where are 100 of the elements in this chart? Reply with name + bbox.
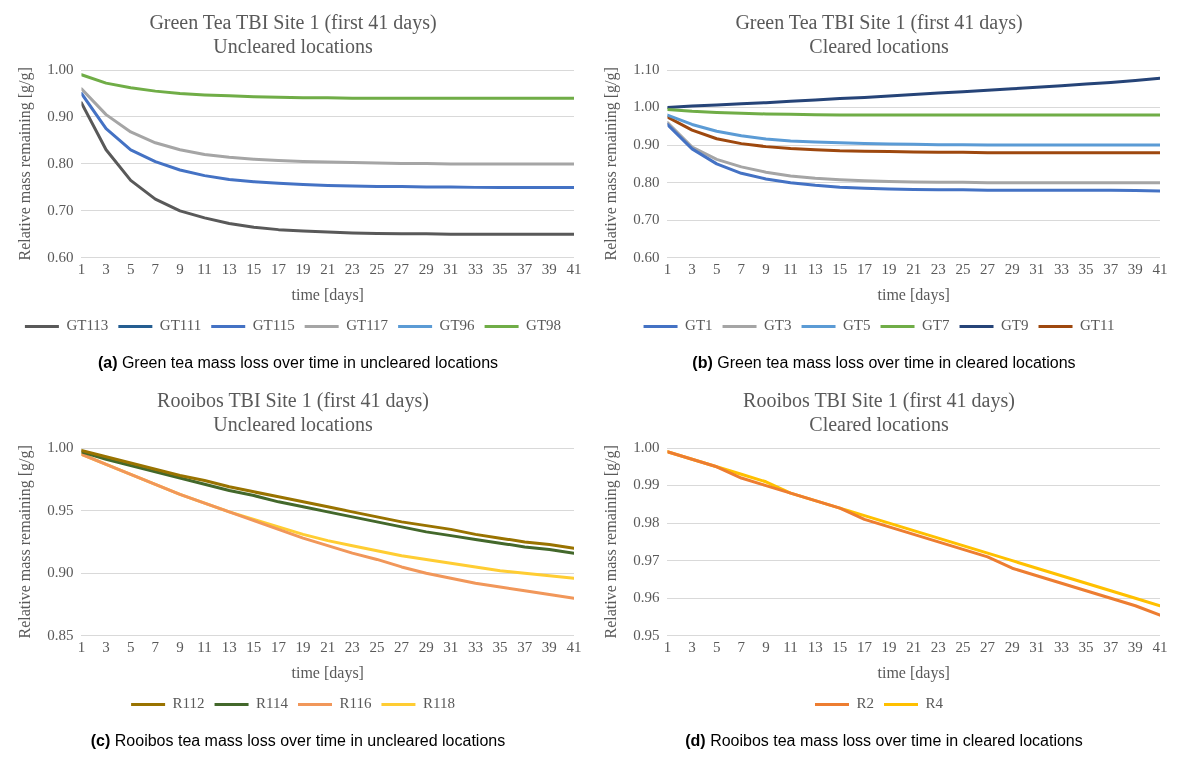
x-tick-label: 1 — [77, 638, 86, 655]
y-tick-label: 1.00 — [633, 98, 660, 115]
x-tick-label: 17 — [856, 638, 873, 655]
legend-label: GT113 — [66, 317, 109, 334]
x-tick-label: 35 — [1078, 638, 1094, 655]
x-tick-label: 13 — [807, 638, 823, 655]
x-tick-label: 5 — [126, 638, 135, 655]
y-tick-label: 0.95 — [47, 501, 74, 518]
x-tick-label: 5 — [126, 260, 135, 277]
x-tick-label: 29 — [418, 260, 434, 277]
y-tick-label: 1.10 — [633, 60, 660, 77]
x-tick-label: 33 — [1053, 638, 1069, 655]
x-tick-label: 5 — [712, 260, 721, 277]
x-tick-label: 27 — [980, 638, 996, 655]
chart-subtitle: Uncleared locations — [213, 413, 373, 436]
x-tick-label: 7 — [151, 638, 160, 655]
y-tick-label: 0.85 — [47, 626, 74, 643]
x-tick-label: 33 — [1053, 260, 1069, 277]
x-tick-label: 9 — [176, 638, 184, 655]
x-tick-label: 13 — [221, 638, 237, 655]
legend-label: R116 — [339, 695, 372, 712]
x-tick-label: 21 — [906, 638, 922, 655]
y-axis-title: Relative mass remaining [g/g] — [601, 445, 620, 639]
y-axis-title: Relative mass remaining [g/g] — [601, 67, 620, 261]
legend-label: GT111 — [159, 317, 202, 334]
y-tick-label: 0.90 — [47, 107, 74, 124]
x-tick-label: 27 — [980, 260, 996, 277]
x-tick-label: 29 — [1004, 260, 1020, 277]
x-tick-label: 23 — [344, 260, 360, 277]
x-tick-label: 15 — [246, 638, 262, 655]
x-tick-label: 41 — [566, 638, 582, 655]
x-tick-label: 11 — [783, 260, 798, 277]
y-tick-label: 0.80 — [633, 173, 660, 190]
x-tick-label: 25 — [955, 260, 971, 277]
x-axis-title: time [days] — [291, 285, 364, 304]
x-axis-title: time [days] — [877, 285, 950, 304]
x-tick-label: 13 — [807, 260, 823, 277]
x-tick-label: 33 — [467, 260, 483, 277]
x-tick-label: 9 — [762, 638, 770, 655]
x-tick-label: 25 — [369, 260, 385, 277]
x-tick-label: 37 — [1103, 260, 1119, 277]
x-tick-label: 39 — [541, 638, 557, 655]
chart-subtitle: Cleared locations — [809, 413, 949, 436]
x-tick-label: 19 — [295, 638, 311, 655]
x-tick-label: 15 — [246, 260, 262, 277]
y-tick-label: 0.70 — [47, 201, 74, 218]
x-tick-label: 29 — [418, 638, 434, 655]
x-tick-label: 23 — [930, 260, 946, 277]
legend-label: GT117 — [346, 317, 389, 334]
x-tick-label: 35 — [1078, 260, 1094, 277]
y-tick-label: 0.80 — [47, 154, 74, 171]
x-tick-label: 31 — [443, 638, 459, 655]
x-tick-label: 23 — [344, 638, 360, 655]
legend-label: GT7 — [922, 317, 951, 334]
x-tick-label: 5 — [712, 638, 721, 655]
legend-label: GT9 — [1001, 317, 1029, 334]
legend-label: R114 — [256, 695, 289, 712]
x-tick-label: 19 — [881, 260, 897, 277]
x-axis-title: time [days] — [877, 663, 950, 682]
legend-label: R112 — [172, 695, 205, 712]
x-tick-label: 35 — [492, 260, 508, 277]
y-tick-label: 1.00 — [47, 438, 74, 455]
x-tick-label: 3 — [688, 638, 696, 655]
legend-label: GT11 — [1080, 317, 1115, 334]
legend-label: GT5 — [843, 317, 871, 334]
x-tick-label: 1 — [77, 260, 86, 277]
x-tick-label: 17 — [856, 260, 873, 277]
y-tick-label: 0.98 — [633, 514, 660, 531]
x-tick-label: 9 — [176, 260, 184, 277]
x-tick-label: 15 — [832, 260, 848, 277]
x-tick-label: 25 — [369, 638, 385, 655]
x-tick-label: 41 — [566, 260, 582, 277]
y-tick-label: 0.99 — [633, 476, 660, 493]
x-tick-label: 31 — [443, 260, 459, 277]
legend-label: GT115 — [252, 317, 295, 334]
x-tick-label: 39 — [541, 260, 557, 277]
y-tick-label: 0.70 — [633, 211, 660, 228]
legend-label: R4 — [925, 695, 944, 712]
x-tick-label: 29 — [1004, 638, 1020, 655]
x-tick-label: 39 — [1127, 260, 1143, 277]
y-axis-title: Relative mass remaining [g/g] — [15, 67, 34, 261]
x-tick-label: 17 — [270, 260, 287, 277]
y-tick-label: 1.00 — [47, 60, 74, 77]
x-tick-label: 21 — [906, 260, 922, 277]
x-tick-label: 37 — [1103, 638, 1119, 655]
y-tick-label: 1.00 — [633, 438, 660, 455]
legend-label: R2 — [856, 695, 875, 712]
x-tick-label: 3 — [102, 260, 110, 277]
x-tick-label: 13 — [221, 260, 237, 277]
x-tick-label: 9 — [762, 260, 770, 277]
x-tick-label: 41 — [1152, 260, 1168, 277]
chart-title: Green Tea TBI Site 1 (first 41 days) — [735, 11, 1023, 35]
y-tick-label: 0.97 — [633, 551, 660, 568]
x-tick-label: 31 — [1029, 638, 1045, 655]
x-tick-label: 31 — [1029, 260, 1045, 277]
chart-title: Green Tea TBI Site 1 (first 41 days) — [149, 11, 437, 35]
x-tick-label: 7 — [151, 260, 160, 277]
x-axis-title: time [days] — [291, 663, 364, 682]
chart-subtitle: Cleared locations — [809, 35, 949, 58]
legend-label: GT96 — [439, 317, 476, 334]
